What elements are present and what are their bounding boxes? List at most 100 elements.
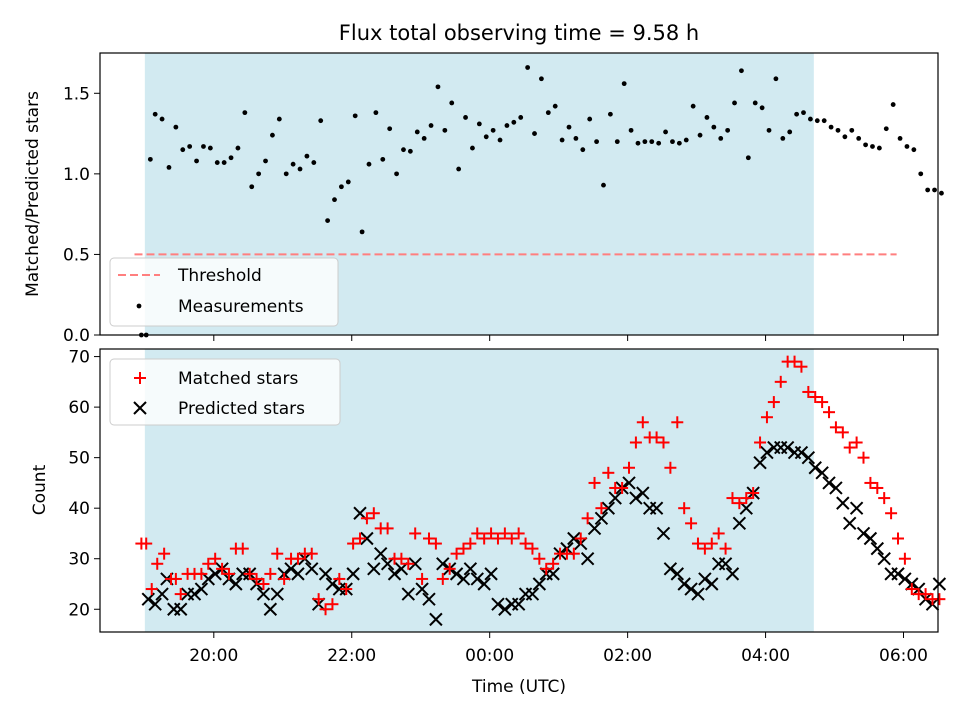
bottom-y-ticks: 20 30 40 50 60 70 bbox=[68, 348, 100, 620]
measurement-point bbox=[870, 144, 875, 149]
measurement-point bbox=[166, 165, 172, 170]
predicted-star-point bbox=[484, 567, 498, 581]
predicted-star-point bbox=[201, 572, 215, 586]
top-y-tick-label: 0.5 bbox=[63, 245, 90, 265]
measurement-point bbox=[808, 116, 813, 122]
predicted-star-point bbox=[291, 567, 305, 581]
measurement-point bbox=[918, 171, 924, 177]
x-tick-label: 00:00 bbox=[465, 646, 514, 666]
predicted-star-point bbox=[187, 587, 202, 601]
predicted-star-point bbox=[587, 521, 602, 536]
matched-star-point bbox=[754, 436, 767, 449]
measurement-point bbox=[683, 137, 689, 143]
matched-star-point bbox=[422, 532, 435, 545]
measurement-point bbox=[539, 76, 544, 82]
matched-star-point bbox=[429, 537, 442, 550]
matched-star-point bbox=[691, 537, 704, 550]
matched-star-point bbox=[174, 588, 187, 601]
measurement-point bbox=[745, 155, 751, 161]
measurement-point bbox=[318, 118, 324, 124]
predicted-star-point bbox=[718, 557, 733, 571]
matched-star-point bbox=[340, 583, 353, 596]
predicted-star-point bbox=[863, 531, 878, 546]
measurement-point bbox=[187, 144, 193, 149]
count-panel: 20 30 40 50 60 70 20:00 22:00 00:00 02:00 04:00 06… bbox=[30, 348, 947, 697]
matched-star-point bbox=[795, 360, 808, 373]
predicted-star-point bbox=[374, 546, 388, 561]
predicted-star-point bbox=[801, 450, 816, 465]
measurement-point bbox=[297, 166, 303, 172]
chart-title: Flux total observing time = 9.58 h bbox=[339, 21, 699, 45]
predicted-star-point bbox=[698, 572, 712, 586]
measurement-point bbox=[697, 132, 703, 138]
matched-star-point bbox=[250, 572, 263, 585]
matched-star-point bbox=[367, 507, 380, 520]
measurement-point bbox=[573, 136, 579, 141]
measurement-point bbox=[373, 110, 379, 116]
predicted-star-point bbox=[705, 577, 719, 591]
legend-threshold-label: Threshold bbox=[177, 266, 262, 286]
predicted-star-point bbox=[829, 481, 843, 495]
matched-star-point bbox=[829, 421, 842, 434]
matched-star-point bbox=[347, 537, 360, 550]
measurement-point bbox=[325, 218, 331, 223]
matched-star-point bbox=[151, 557, 164, 570]
matched-star-point bbox=[533, 552, 546, 565]
matched-star-point bbox=[871, 481, 884, 494]
matched-star-point bbox=[623, 461, 636, 474]
matched-star-point bbox=[243, 567, 256, 580]
measurement-point bbox=[814, 118, 820, 124]
bottom-y-tick-label: 30 bbox=[68, 550, 90, 570]
predicted-star-point bbox=[470, 572, 484, 586]
predicted-star-point bbox=[491, 597, 505, 611]
measurement-point bbox=[366, 161, 372, 167]
measurement-point bbox=[566, 124, 572, 130]
measurement-point bbox=[228, 155, 234, 161]
matched-star-point bbox=[236, 542, 249, 555]
matched-star-point bbox=[457, 542, 470, 555]
x-axis-label: Time (UTC) bbox=[471, 677, 566, 697]
matched-star-point bbox=[905, 583, 918, 596]
measurement-point bbox=[449, 100, 455, 106]
predicted-star-point bbox=[270, 587, 284, 601]
matched-star-point bbox=[774, 375, 787, 388]
predicted-star-point bbox=[691, 587, 705, 601]
measurement-point bbox=[270, 132, 275, 138]
measurement-point bbox=[147, 156, 153, 162]
measurement-point bbox=[925, 187, 931, 193]
measurement-point bbox=[518, 115, 524, 120]
measurement-point bbox=[607, 111, 613, 117]
matched-star-point bbox=[767, 396, 780, 409]
matched-star-point bbox=[636, 416, 649, 429]
measurement-point bbox=[421, 136, 427, 141]
matched-star-point bbox=[312, 593, 325, 606]
matched-star-point bbox=[650, 431, 663, 444]
measurement-point bbox=[159, 116, 165, 122]
measurement-point bbox=[883, 126, 889, 132]
predicted-star-point bbox=[670, 567, 684, 581]
measurement-point bbox=[352, 113, 358, 119]
matched-star-point bbox=[395, 552, 408, 565]
matched-star-point bbox=[222, 567, 235, 580]
predicted-star-point bbox=[229, 577, 243, 591]
measurement-point bbox=[470, 145, 475, 151]
ratio-panel: 0.0 0.5 1.0 1.5 Matched/Predicted stars Thr… bbox=[23, 52, 944, 346]
matched-star-point bbox=[567, 547, 580, 560]
measurement-point bbox=[876, 145, 882, 151]
measurement-point bbox=[635, 140, 641, 146]
predicted-star-point bbox=[794, 445, 809, 460]
predicted-star-point bbox=[141, 592, 155, 606]
predicted-star-point bbox=[346, 567, 360, 581]
predicted-star-point bbox=[725, 567, 740, 581]
predicted-star-point bbox=[843, 516, 857, 531]
matched-star-point bbox=[747, 487, 760, 500]
predicted-star-point bbox=[408, 557, 422, 571]
matched-star-point bbox=[705, 537, 718, 550]
measurement-point bbox=[897, 136, 903, 141]
matched-star-point bbox=[416, 572, 429, 585]
matched-star-point bbox=[491, 532, 504, 545]
measurement-point bbox=[401, 147, 406, 153]
matched-star-point bbox=[788, 355, 801, 368]
matched-star-point bbox=[305, 547, 318, 560]
